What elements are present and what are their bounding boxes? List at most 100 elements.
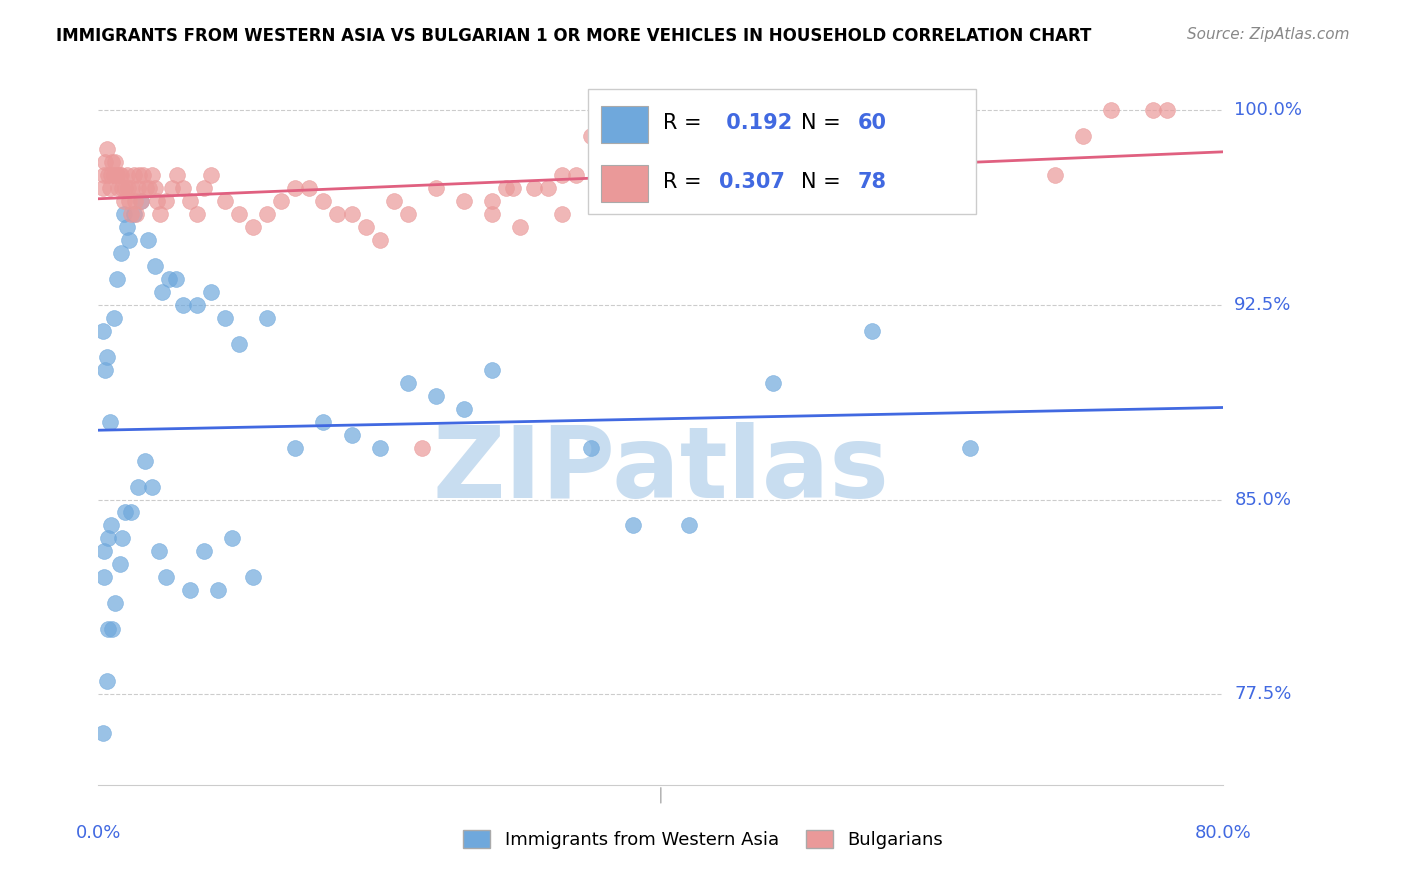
Point [112,194,135,208]
Point [425,181,447,195]
Point [200,285,222,299]
Point [105,272,128,286]
Point [150,285,173,299]
Point [1099,103,1122,118]
Point [134,453,156,467]
Point [125,207,148,221]
Point [96,350,118,364]
Point [114,506,136,520]
Point [186,207,208,221]
Point [368,233,391,247]
Point [94,155,117,169]
Point [242,220,264,235]
Point [193,181,215,195]
Point [104,155,127,169]
Point [91,726,114,740]
Text: 60: 60 [858,113,887,134]
Point [129,194,152,208]
Point [120,506,142,520]
Point [186,298,208,312]
Point [214,194,236,208]
Point [368,441,391,455]
Point [453,194,475,208]
Point [103,168,125,182]
Point [502,181,524,195]
Point [127,479,149,493]
Point [1071,129,1094,144]
FancyBboxPatch shape [588,89,976,214]
Point [120,207,142,221]
Point [551,168,574,182]
Point [127,181,149,195]
Point [112,207,135,221]
Point [207,583,229,598]
Point [157,272,180,286]
Point [179,583,201,598]
Point [91,181,114,195]
Point [97,532,120,546]
Point [96,674,118,689]
Text: N =: N = [801,172,848,192]
Point [481,363,503,377]
Point [593,168,616,182]
Point [94,363,117,377]
Point [100,518,122,533]
Point [143,181,166,195]
Point [107,181,129,195]
Point [1156,103,1178,118]
Point [396,376,419,390]
Point [621,518,644,533]
Legend: Immigrants from Western Asia, Bulgarians: Immigrants from Western Asia, Bulgarians [456,822,950,856]
Text: 85.0%: 85.0% [1234,491,1291,508]
Text: 0.307: 0.307 [720,172,785,192]
Point [115,220,138,235]
Point [270,194,292,208]
Point [101,155,124,169]
Point [129,194,152,208]
Point [172,298,194,312]
Point [312,194,335,208]
Point [340,207,363,221]
Point [284,181,307,195]
Point [146,194,169,208]
Point [138,181,160,195]
Point [117,181,139,195]
Text: Source: ZipAtlas.com: Source: ZipAtlas.com [1187,27,1350,42]
Point [762,376,785,390]
Point [103,310,125,325]
Point [959,441,981,455]
Point [495,181,517,195]
Point [122,168,145,182]
Text: 78: 78 [858,172,887,192]
Point [228,336,250,351]
Point [100,168,122,182]
Text: ZIPatlas: ZIPatlas [433,423,889,519]
Text: 92.5%: 92.5% [1234,296,1292,314]
Text: R =: R = [664,113,709,134]
Point [97,622,120,636]
Point [579,441,602,455]
Text: 80.0%: 80.0% [1195,824,1251,842]
Point [340,427,363,442]
Point [115,168,138,182]
Point [537,181,560,195]
Point [135,181,157,195]
Point [396,207,419,221]
Point [523,181,546,195]
Point [179,194,201,208]
Point [111,181,134,195]
Point [579,129,602,144]
Point [96,142,118,156]
Point [411,441,433,455]
Point [104,596,127,610]
Point [98,181,121,195]
Point [108,558,131,572]
Text: N =: N = [801,113,848,134]
Point [256,310,278,325]
Text: IMMIGRANTS FROM WESTERN ASIA VS BULGARIAN 1 OR MORE VEHICLES IN HOUSEHOLD CORREL: IMMIGRANTS FROM WESTERN ASIA VS BULGARIA… [56,27,1091,45]
Point [141,168,163,182]
Point [148,544,170,558]
Text: 0.0%: 0.0% [76,824,121,842]
Point [172,181,194,195]
Point [298,181,321,195]
